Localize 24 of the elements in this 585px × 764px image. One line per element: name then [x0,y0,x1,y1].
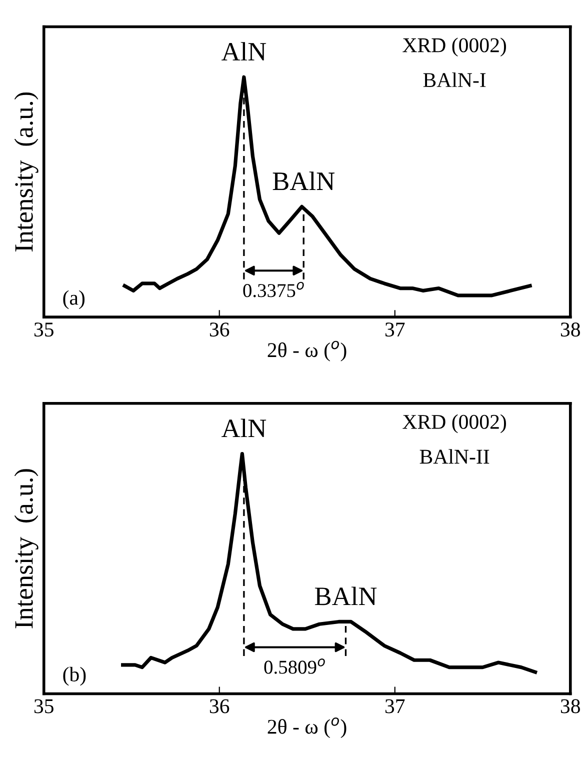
x-axis-title: 2θ - ω ($^{o}$) [268,717,346,738]
annotation: (a) [63,290,85,310]
x-tick-label: 36 [210,699,230,714]
x-axis-title: 2θ - ω ($^{o}$) [268,340,346,362]
y-axis-title: Intensity (a.u.) [14,469,38,628]
text: XRD (0002) [402,414,506,434]
x-tick-label: 38 [560,322,580,337]
annotation: AlN [221,42,266,60]
annotation: BAlN-I [423,72,486,87]
x-tick-label: 38 [560,699,580,714]
x-tick-label: 36 [210,322,230,337]
annotation: BAlN [314,586,377,606]
x-tick-label: 35 [34,699,54,714]
x-tick-label: 37 [385,322,405,337]
text: XRD (0002) [402,38,506,57]
annotation: 0.3375$^{o}$ [243,282,304,298]
annotation: BAlN-II [420,449,490,464]
x-tick-label: 35 [34,322,54,337]
y-axis-title: Intensity (a.u.) [14,92,38,252]
annotation: (b) [63,666,86,686]
annotation: BAlN [272,172,335,190]
x-tick-label: 37 [385,699,405,714]
annotation: AlN [221,418,266,438]
annotation: 0.5809$^{o}$ [264,658,325,674]
